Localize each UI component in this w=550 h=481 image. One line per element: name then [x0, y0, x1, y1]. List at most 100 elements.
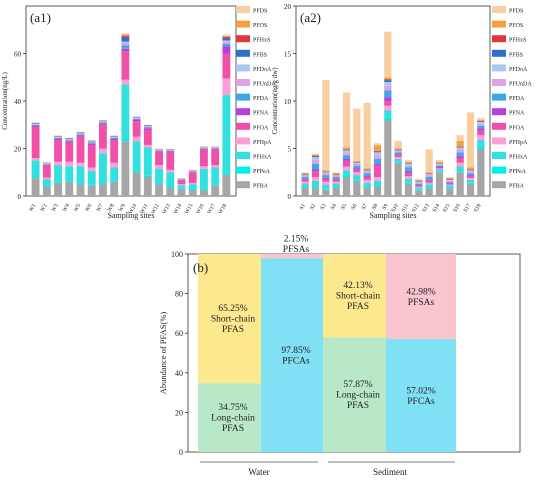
bar-segment-pfda	[99, 122, 107, 124]
bar-segment-pfbs	[384, 80, 392, 82]
bar-segment-pfpea	[155, 182, 163, 185]
x-tick-label: W1	[28, 203, 37, 213]
bar-segment-pfda	[87, 142, 96, 144]
bar-segment-pfba	[31, 178, 40, 196]
bar-segment-pfoa	[200, 149, 208, 167]
bar-segment-pfna	[404, 171, 413, 174]
bar-segment-pfna	[65, 141, 74, 143]
legend-label: PFUnDA	[509, 82, 532, 88]
bar-segment-pfoa	[342, 160, 351, 167]
bar-segment-pfpea	[466, 182, 475, 184]
bar-segment-pfna	[31, 125, 40, 128]
bar-segment-pfhpa	[394, 157, 402, 159]
x-tick-label: S15	[442, 203, 452, 214]
bar-segment-pfna	[425, 179, 433, 181]
bar-segment	[261, 254, 331, 259]
bar-segment-pfna	[311, 169, 320, 172]
bar-segment-pfunda	[332, 176, 340, 177]
bar-segment-pfos	[384, 77, 392, 80]
bar-segment-pfpea	[200, 188, 208, 191]
bar-segment-pfdoa	[332, 175, 340, 177]
bar-segment-pfba	[466, 183, 475, 196]
x-tick-label: W15	[184, 203, 195, 215]
y-tick-label: 0	[288, 193, 292, 201]
bar-segment-pfos	[394, 148, 402, 150]
x-tick-label: W5	[73, 203, 82, 213]
bar-segment-pfhxa	[384, 110, 392, 118]
bar-segment-pfoa	[384, 101, 392, 106]
bar-segment-pfunda	[456, 149, 464, 153]
bar-segment-pfoa	[121, 51, 130, 80]
bar-segment-pfpea	[166, 186, 175, 188]
segment-label: PFCAs	[282, 356, 310, 366]
bar-segment-pfunda	[31, 124, 40, 125]
panel-a1: 0 20 40 60 W1 W2 W3 W4 W5 W6 W7 W8 W9 W10 W11 W12 W13 W14…	[1, 5, 276, 220]
x-tick-label: W12	[150, 203, 161, 215]
bar-segment-pfdoa	[477, 121, 485, 124]
bar-segment-pfna	[363, 176, 371, 177]
bar-segment-pfba	[404, 183, 413, 196]
bar-segment-pfos	[456, 140, 464, 147]
bar-segment-pfba	[394, 162, 402, 196]
bar-segment-pfba	[110, 181, 119, 196]
bar-segment-pfpea	[322, 188, 330, 190]
x-tick-label: S17	[463, 203, 473, 214]
bar-segment-pfoa	[332, 179, 340, 182]
bar-segment-pfoa	[456, 158, 464, 163]
bar-segment-pfba	[446, 188, 454, 196]
x-tick-label: W7	[96, 203, 105, 213]
bar-segment-pfds	[322, 80, 330, 171]
bar-segment-pfbs	[222, 38, 231, 41]
legend-swatch	[236, 93, 250, 101]
bar-segment-pfpea	[353, 179, 361, 181]
legend-swatch	[236, 152, 250, 159]
bar-segment-pfhpa	[211, 165, 220, 168]
bar-segment-pfda	[132, 118, 141, 120]
bar-segment-pfpea	[132, 171, 141, 173]
bar-segment-pfunda	[143, 126, 152, 128]
y-tick-label: 10	[284, 98, 292, 106]
legend-swatch	[492, 20, 506, 28]
x-tick-label: S16	[452, 203, 462, 214]
bar-segment-pfdoa	[311, 157, 320, 160]
legend-swatch	[236, 137, 250, 145]
bar-segment-pfds	[415, 178, 423, 180]
bar-segment-pfba	[222, 174, 231, 196]
bar-segment-pfda	[394, 152, 402, 155]
bar-segment-pfos	[353, 160, 361, 162]
legend-swatch	[236, 35, 250, 43]
bar-segment-pfhpa	[188, 182, 197, 185]
bar-segment-pfhxa	[415, 187, 423, 190]
segment-label: PFAS	[222, 325, 244, 335]
bar-segment-pfoa	[188, 172, 197, 183]
bar-segment-pfhxa	[65, 166, 74, 181]
bar-segment-pfhpa	[200, 166, 208, 169]
legend-swatch	[492, 122, 506, 130]
bar-segment-pfba	[311, 187, 320, 196]
bar-segment-pfos	[332, 173, 340, 175]
bar-segment-pfunda	[363, 171, 371, 174]
y-tick-label: 60	[14, 51, 22, 59]
bar-segment-pfdoa	[456, 147, 464, 150]
bar-segment-pfda	[404, 167, 413, 172]
bar-segment-pfunda	[99, 121, 107, 123]
bar-segment-pfna	[54, 139, 62, 141]
legend-swatch	[492, 6, 506, 13]
legend-label: PFBA	[509, 184, 525, 190]
bar-segment-pfoa	[394, 155, 402, 158]
bar-segment-pfba	[456, 172, 464, 196]
bar-segment-pfpea	[65, 180, 74, 182]
bar-segment-pfpea	[311, 186, 320, 188]
bar-segment-pfoa	[415, 185, 423, 187]
bar-segment-pfhpa	[466, 177, 475, 180]
bar-segment-pfda	[311, 163, 320, 170]
bar-segment-pfunda	[384, 85, 392, 91]
bar-segment-pfunda	[425, 175, 433, 177]
bar-segment-pfpea	[110, 180, 119, 182]
bar-segment-pfhxa	[332, 183, 340, 187]
bar-segment-pfbs	[373, 151, 382, 153]
bar-segment-pfdoa	[363, 170, 371, 172]
legend-swatch	[492, 137, 506, 145]
bar-segment-pfna	[394, 154, 402, 156]
